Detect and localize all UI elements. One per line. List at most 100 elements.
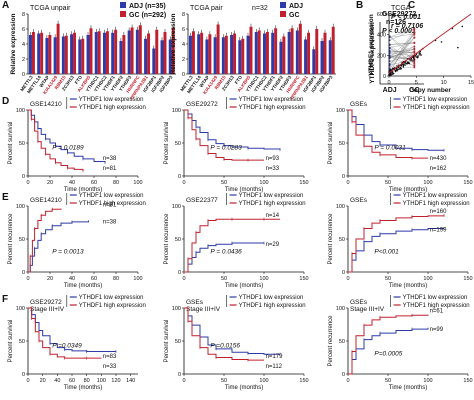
km-curve-high [348, 215, 445, 273]
chart-title: GSEs [350, 299, 368, 306]
y-tick-label: 0 [342, 270, 345, 276]
y-axis-label: Percent survival [8, 122, 14, 165]
x-tick-label: 40 [69, 276, 75, 282]
km-curve-low [348, 227, 444, 273]
scatter-point [390, 69, 392, 71]
bar-YTHDF3-gc [290, 28, 294, 74]
x-axis-label: Time (months) [225, 187, 263, 193]
x-tick-label: 80 [113, 180, 119, 186]
pair-line [389, 50, 415, 54]
gc-point [413, 64, 416, 67]
y-axis-label: Percent survival [164, 122, 170, 165]
x-tick-label: 0 [26, 180, 29, 186]
pair-line [389, 51, 415, 58]
y-tick-label: 50 [19, 141, 25, 147]
legend-label: YTHDF1 low expression [403, 193, 468, 199]
chart-title: GSE14210 [30, 197, 62, 204]
x-tick-label: 50 [385, 276, 391, 282]
gc-point [413, 28, 416, 31]
x-tick-label: 150 [463, 276, 472, 282]
pair-line [389, 42, 415, 45]
km-curve-low [184, 307, 280, 355]
bar-IGF2BP1-gc [155, 29, 159, 74]
km-curve-low [28, 109, 106, 163]
panel-letter: C [408, 0, 415, 11]
scatter-point [416, 56, 418, 59]
gc-point [413, 48, 416, 50]
y-axis-label: YTHDF1 expression [369, 22, 376, 83]
y-tick-label: 0 [178, 270, 181, 276]
km-plot-E3: 0 50 100 0 50 100 150 Percent recurrence Time (m… [328, 193, 473, 289]
km-plot-F1: 0 50 100 0 20 40 60 80 100 120 140 Percent survival… [8, 295, 146, 391]
panel-letter: B [356, 0, 363, 11]
pair-line [389, 29, 415, 38]
p-value: P = 0.0436 [210, 249, 242, 256]
x-tick-label: 60 [69, 378, 75, 384]
y-tick-label: 0 [22, 270, 25, 276]
y-tick-label: 4 [22, 42, 25, 48]
scatter-point [388, 74, 390, 77]
legend-label: YTHDF1 high expression [239, 201, 306, 207]
n-low: n=430 [430, 156, 448, 162]
scatter-point [417, 55, 419, 57]
bar-RBM15-gc [224, 35, 228, 74]
p-value: P = 0.0189 [52, 145, 84, 152]
x-tick-label: 0 [346, 276, 349, 282]
bar-WTAP-gc [208, 34, 212, 74]
x-tick-label: 20 [47, 276, 53, 282]
n-high: n=81 [103, 166, 117, 172]
panel-letter: F [2, 294, 8, 305]
scatter-point [410, 59, 412, 62]
pair-line [389, 28, 415, 69]
n-high: n=33 [266, 166, 280, 172]
legend-label: GC (n=292) [129, 12, 166, 19]
legend-label: YTHDF1 high expression [403, 201, 470, 207]
bar-HNRNPA2B1-gc [147, 33, 151, 74]
pair-line [389, 34, 415, 58]
km-curve-high [184, 307, 264, 361]
chart-title: TCGA [391, 5, 411, 12]
r-value: r = 0.7106 [391, 23, 423, 30]
pair-line [389, 29, 415, 41]
bar-METTL3-gc [191, 31, 195, 74]
x-tick-label: 100 [423, 180, 432, 186]
x-tick-label: WTAP [199, 75, 211, 89]
bar-IGF2BP2-adj [320, 41, 324, 74]
scatter-point [419, 51, 422, 53]
x-tick-label: 120 [111, 378, 120, 384]
y-tick-label: 0 [182, 72, 185, 78]
chart-title: GSE29272 [30, 299, 62, 306]
x-tick-label: 0 [182, 378, 185, 384]
bar-KIAA1429-adj [53, 37, 57, 74]
legend-label: YTHDF1 high expression [79, 105, 146, 111]
bar-RBM15-adj [221, 37, 225, 74]
scatter-point [402, 64, 405, 66]
chart-count: n=32 [252, 5, 268, 12]
x-tick-label: 150 [299, 276, 308, 282]
scatter-point [399, 66, 402, 69]
n-high: n=112 [266, 364, 283, 370]
p-value: P =0.0156 [210, 343, 240, 350]
pair-line [389, 51, 415, 71]
p-value: P < 0.0001 [382, 28, 416, 35]
bar-IGF2BP3-gc [331, 26, 335, 74]
x-axis-label: Time (months) [389, 385, 427, 391]
bar-YTHDC1-adj [94, 32, 98, 74]
bar-YTHDF3-adj [287, 32, 291, 74]
gc-point [413, 63, 416, 65]
bar-IGF2BP1-adj [152, 48, 156, 74]
n-low: n=38 [103, 220, 117, 226]
bar-YTHDF1-gc [114, 29, 118, 74]
scatter-point [419, 54, 421, 56]
y-axis-label: Percent recurrence [328, 315, 334, 367]
bar-WTAP-adj [205, 39, 209, 74]
y-tick-label: 0 [342, 372, 345, 378]
p-value: P<0.001 [374, 249, 399, 256]
scatter-point [390, 72, 392, 74]
n-low: n=93 [266, 156, 280, 162]
bar-YTHDC1-gc [257, 30, 261, 74]
x-axis-label: Time (months) [225, 385, 263, 391]
chart-subtitle: Stage III+IV [186, 306, 221, 313]
bar-YTHDC2-adj [102, 32, 106, 74]
